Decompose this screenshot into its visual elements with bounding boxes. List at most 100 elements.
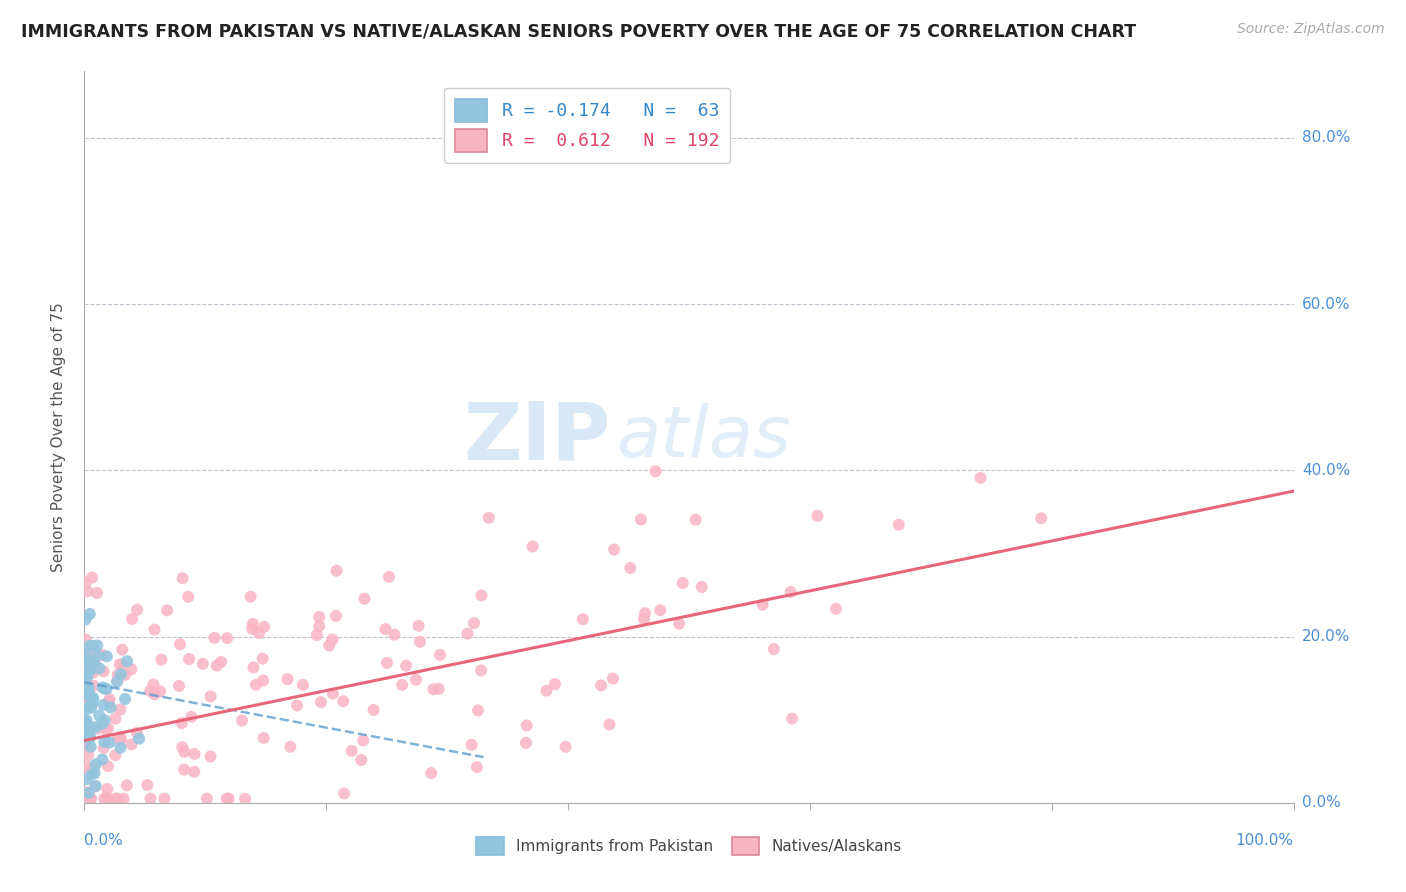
Point [308,610,330,624]
Point [191,657,214,671]
Point [572,612,595,626]
Point [125,725,148,739]
Point [107,791,129,805]
Point [278,739,301,754]
Point [114,668,136,682]
Point [409,635,432,649]
Point [172,740,194,755]
Point [209,655,232,669]
Point [75,791,97,805]
Point [340,744,363,758]
Point [619,561,641,575]
Point [76,688,98,702]
Point [76,759,98,773]
Point [240,622,263,636]
Point [77,686,100,700]
Point [375,656,398,670]
Point [97,759,120,773]
Point [128,731,150,746]
Point [76,671,98,685]
Point [75,681,97,696]
Point [86,639,108,653]
Point [350,753,373,767]
Text: 80.0%: 80.0% [1302,130,1350,145]
Point [110,740,132,755]
Point [82,655,104,669]
Point [149,684,172,698]
Point [87,722,110,736]
Point [422,682,444,697]
Point [650,603,672,617]
Point [429,648,451,662]
Point [80,723,103,737]
Text: 40.0%: 40.0% [1302,463,1350,478]
Point [80,649,103,664]
Point [108,657,131,672]
Point [115,654,138,668]
Point [75,791,97,805]
Point [634,606,657,620]
Point [644,464,666,478]
Point [75,791,97,805]
Point [205,658,228,673]
Text: 20.0%: 20.0% [1302,629,1350,644]
Point [183,747,205,761]
Legend: Immigrants from Pakistan, Natives/Alaskans: Immigrants from Pakistan, Natives/Alaska… [470,831,908,861]
Point [79,663,101,677]
Point [77,747,100,762]
Point [93,741,115,756]
Point [242,616,264,631]
Point [143,623,166,637]
Point [83,766,105,780]
Point [75,575,97,590]
Point [427,681,450,696]
Point [91,752,114,766]
Point [751,598,773,612]
Point [183,764,205,779]
Point [79,730,101,744]
Point [96,791,118,805]
Point [363,703,385,717]
Point [98,692,121,706]
Point [75,714,97,728]
Point [93,791,115,805]
Point [633,612,655,626]
Point [100,700,122,714]
Point [277,672,299,686]
Point [467,703,489,717]
Point [111,642,134,657]
Point [75,659,97,673]
Point [602,672,624,686]
Point [200,690,222,704]
Point [603,542,626,557]
Point [378,570,401,584]
Point [75,687,97,701]
Point [153,791,176,805]
Point [460,738,482,752]
Point [308,619,330,633]
Point [75,632,97,647]
Point [672,576,695,591]
Point [685,513,707,527]
Point [172,571,194,585]
Point [79,739,101,754]
Point [321,632,343,647]
Point [233,791,256,805]
Point [470,664,492,678]
Point [110,702,132,716]
Point [195,791,218,805]
Point [86,648,108,663]
Point [247,626,270,640]
Point [82,692,104,706]
Point [75,664,97,678]
Point [104,748,127,763]
Point [79,664,101,678]
Point [80,791,103,805]
Point [245,678,267,692]
Point [395,658,418,673]
Point [120,662,142,676]
Point [150,652,173,666]
Point [97,722,120,736]
Point [218,791,240,805]
Point [465,760,488,774]
